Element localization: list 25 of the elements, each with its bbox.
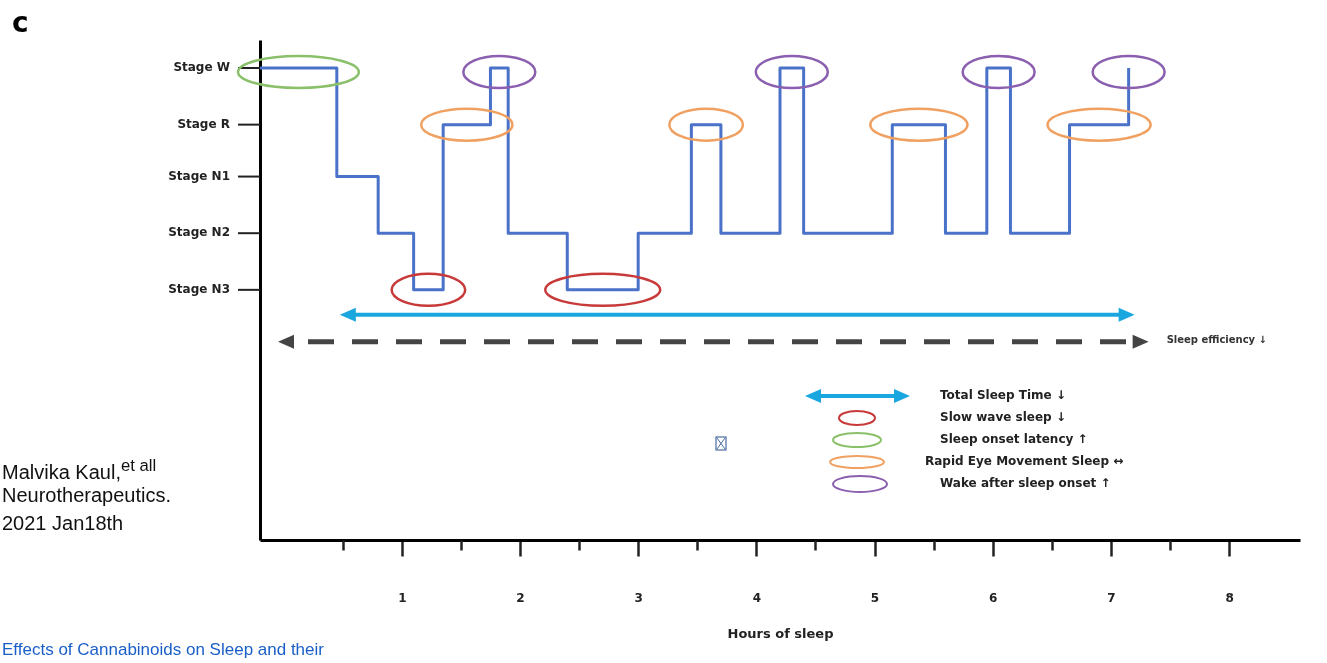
x-tick-label: 6 (989, 590, 998, 605)
x-axis-title: Hours of sleep (727, 625, 834, 641)
x-tick-label: 4 (752, 590, 762, 605)
text: Stage N2 (167, 225, 230, 240)
x-tick-label: 1 (398, 590, 407, 605)
annotation: Wake after sleep onset ↑ (940, 476, 1111, 490)
text: Stage R (176, 116, 230, 131)
text: Stage W (172, 60, 230, 74)
annotation: Rapid Eye Movement Sleep ↔ (925, 454, 1124, 468)
annotation: Slow wave sleep ↓ (940, 410, 1066, 424)
annotation: Total Sleep Time ↓ (940, 388, 1066, 402)
x-tick-label: 5 (870, 590, 880, 605)
text: Stage N1 (167, 168, 230, 183)
text: 2021 Jan18th (2, 512, 124, 535)
text: Malvika Kaul,$^{et all}$ (2, 456, 157, 484)
x-tick-label: 2 (516, 590, 525, 605)
x-tick-label: 8 (1225, 590, 1234, 605)
text: Effects of Cannabinoids on Sleep and their (2, 640, 324, 660)
text: Stage N3 (167, 281, 230, 296)
annotation: Sleep onset latency ↑ (940, 432, 1088, 446)
text: c (12, 6, 29, 39)
text: Neurotherapeutics. (2, 484, 171, 507)
x-tick-label: 3 (634, 590, 643, 605)
x-tick-label: 7 (1107, 590, 1116, 605)
annotation: Sleep efficiency ↓ (1166, 333, 1267, 345)
